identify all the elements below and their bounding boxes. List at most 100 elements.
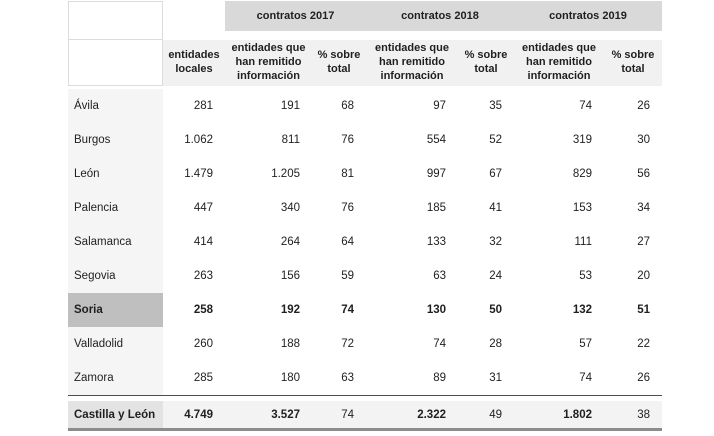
cell-2017-remitido: 264 <box>225 225 312 259</box>
column-group-header-row: contratos 2017 contratos 2018 contratos … <box>68 1 662 31</box>
cell-2019-remitido: 132 <box>514 293 604 327</box>
cell-2017-remitido: 340 <box>225 191 312 225</box>
cell-2018-remitido: 130 <box>366 293 458 327</box>
row-label: Salamanca <box>68 225 163 259</box>
cell-2019-pct: 34 <box>604 191 662 225</box>
spacer <box>163 31 662 40</box>
col-header-2017-remitido: entidades que han remitido información <box>225 40 312 86</box>
total-2017-remitido: 3.527 <box>225 401 312 431</box>
cell-2019-remitido: 153 <box>514 191 604 225</box>
cell-entidades-locales: 414 <box>163 225 225 259</box>
cell-2019-pct: 26 <box>604 89 662 123</box>
cell-entidades-locales: 1.479 <box>163 157 225 191</box>
cell-entidades-locales: 263 <box>163 259 225 293</box>
cell-2017-pct: 59 <box>312 259 366 293</box>
cell-2017-pct: 76 <box>312 191 366 225</box>
cell-2017-remitido: 1.205 <box>225 157 312 191</box>
row-label: Burgos <box>68 123 163 157</box>
divider-line <box>68 395 662 401</box>
total-row-label: Castilla y León <box>68 401 163 431</box>
spacer <box>68 86 662 89</box>
table-row-palencia: Palencia 447 340 76 185 41 153 34 <box>68 191 662 225</box>
cell-2017-pct: 74 <box>312 293 366 327</box>
table-row-leon: León 1.479 1.205 81 997 67 829 56 <box>68 157 662 191</box>
col-header-2019-remitido: entidades que han remitido información <box>514 40 604 86</box>
cell-2017-remitido: 191 <box>225 89 312 123</box>
cell-entidades-locales: 447 <box>163 191 225 225</box>
cell-2018-pct: 50 <box>458 293 514 327</box>
header-spacer <box>68 31 662 40</box>
corner-cell <box>68 31 163 40</box>
cell-2019-pct: 30 <box>604 123 662 157</box>
col-group-contratos-2017: contratos 2017 <box>225 1 366 31</box>
cell-entidades-locales: 285 <box>163 361 225 395</box>
cell-2017-remitido: 811 <box>225 123 312 157</box>
cell-2018-remitido: 554 <box>366 123 458 157</box>
table-row-valladolid: Valladolid 260 188 72 74 28 57 22 <box>68 327 662 361</box>
cell-2019-pct: 56 <box>604 157 662 191</box>
cell-entidades-locales: 1.062 <box>163 123 225 157</box>
cell-entidades-locales: 260 <box>163 327 225 361</box>
cell-2018-remitido: 89 <box>366 361 458 395</box>
row-label-highlighted: Soria <box>68 293 163 327</box>
cell-2017-remitido: 180 <box>225 361 312 395</box>
cell-2019-pct: 26 <box>604 361 662 395</box>
cell-2019-pct: 27 <box>604 225 662 259</box>
table-row-salamanca: Salamanca 414 264 64 133 32 111 27 <box>68 225 662 259</box>
cell-2018-pct: 67 <box>458 157 514 191</box>
total-2019-pct: 38 <box>604 401 662 431</box>
row-label: Ávila <box>68 89 163 123</box>
total-2018-pct: 49 <box>458 401 514 431</box>
row-label: Segovia <box>68 259 163 293</box>
total-2018-remitido: 2.322 <box>366 401 458 431</box>
cell-2018-remitido: 133 <box>366 225 458 259</box>
col-header-2017-pct: % sobre total <box>312 40 366 86</box>
cell-2019-remitido: 319 <box>514 123 604 157</box>
total-divider <box>68 395 662 401</box>
col-group-contratos-2018: contratos 2018 <box>366 1 514 31</box>
table-row-soria-highlighted: Soria 258 192 74 130 50 132 51 <box>68 293 662 327</box>
cell-2017-remitido: 156 <box>225 259 312 293</box>
cell-2019-pct: 20 <box>604 259 662 293</box>
total-2019-remitido: 1.802 <box>514 401 604 431</box>
cell-entidades-locales: 258 <box>163 293 225 327</box>
row-label: Zamora <box>68 361 163 395</box>
cell-2018-pct: 24 <box>458 259 514 293</box>
cell-2018-remitido: 185 <box>366 191 458 225</box>
cell-2018-remitido: 97 <box>366 89 458 123</box>
row-label: Valladolid <box>68 327 163 361</box>
col-header-entidades-locales: entidades locales <box>163 40 225 86</box>
corner-cell <box>68 40 163 86</box>
col-header-2018-pct: % sobre total <box>458 40 514 86</box>
cell-2018-pct: 31 <box>458 361 514 395</box>
cell-2017-pct: 63 <box>312 361 366 395</box>
row-label: León <box>68 157 163 191</box>
cell-2017-remitido: 188 <box>225 327 312 361</box>
cell-2017-pct: 81 <box>312 157 366 191</box>
cell-2018-pct: 41 <box>458 191 514 225</box>
blank-cell <box>163 1 225 31</box>
row-label: Palencia <box>68 191 163 225</box>
col-header-2019-pct: % sobre total <box>604 40 662 86</box>
cell-2018-remitido: 74 <box>366 327 458 361</box>
cell-2019-remitido: 829 <box>514 157 604 191</box>
cell-2017-pct: 76 <box>312 123 366 157</box>
total-entidades-locales: 4.749 <box>163 401 225 431</box>
cell-2018-pct: 28 <box>458 327 514 361</box>
cell-2019-pct: 22 <box>604 327 662 361</box>
cell-2019-pct: 51 <box>604 293 662 327</box>
col-group-contratos-2019: contratos 2019 <box>514 1 662 31</box>
table-row-burgos: Burgos 1.062 811 76 554 52 319 30 <box>68 123 662 157</box>
cell-2019-remitido: 53 <box>514 259 604 293</box>
corner-cell <box>68 1 163 31</box>
total-2017-pct: 74 <box>312 401 366 431</box>
cell-2018-pct: 32 <box>458 225 514 259</box>
cell-2017-pct: 72 <box>312 327 366 361</box>
cell-2018-remitido: 63 <box>366 259 458 293</box>
cell-2018-pct: 35 <box>458 89 514 123</box>
cell-2019-remitido: 74 <box>514 361 604 395</box>
total-row-castilla-y-leon: Castilla y León 4.749 3.527 74 2.322 49 … <box>68 401 662 431</box>
cell-2017-pct: 64 <box>312 225 366 259</box>
cell-2019-remitido: 74 <box>514 89 604 123</box>
body-spacer <box>68 86 662 89</box>
